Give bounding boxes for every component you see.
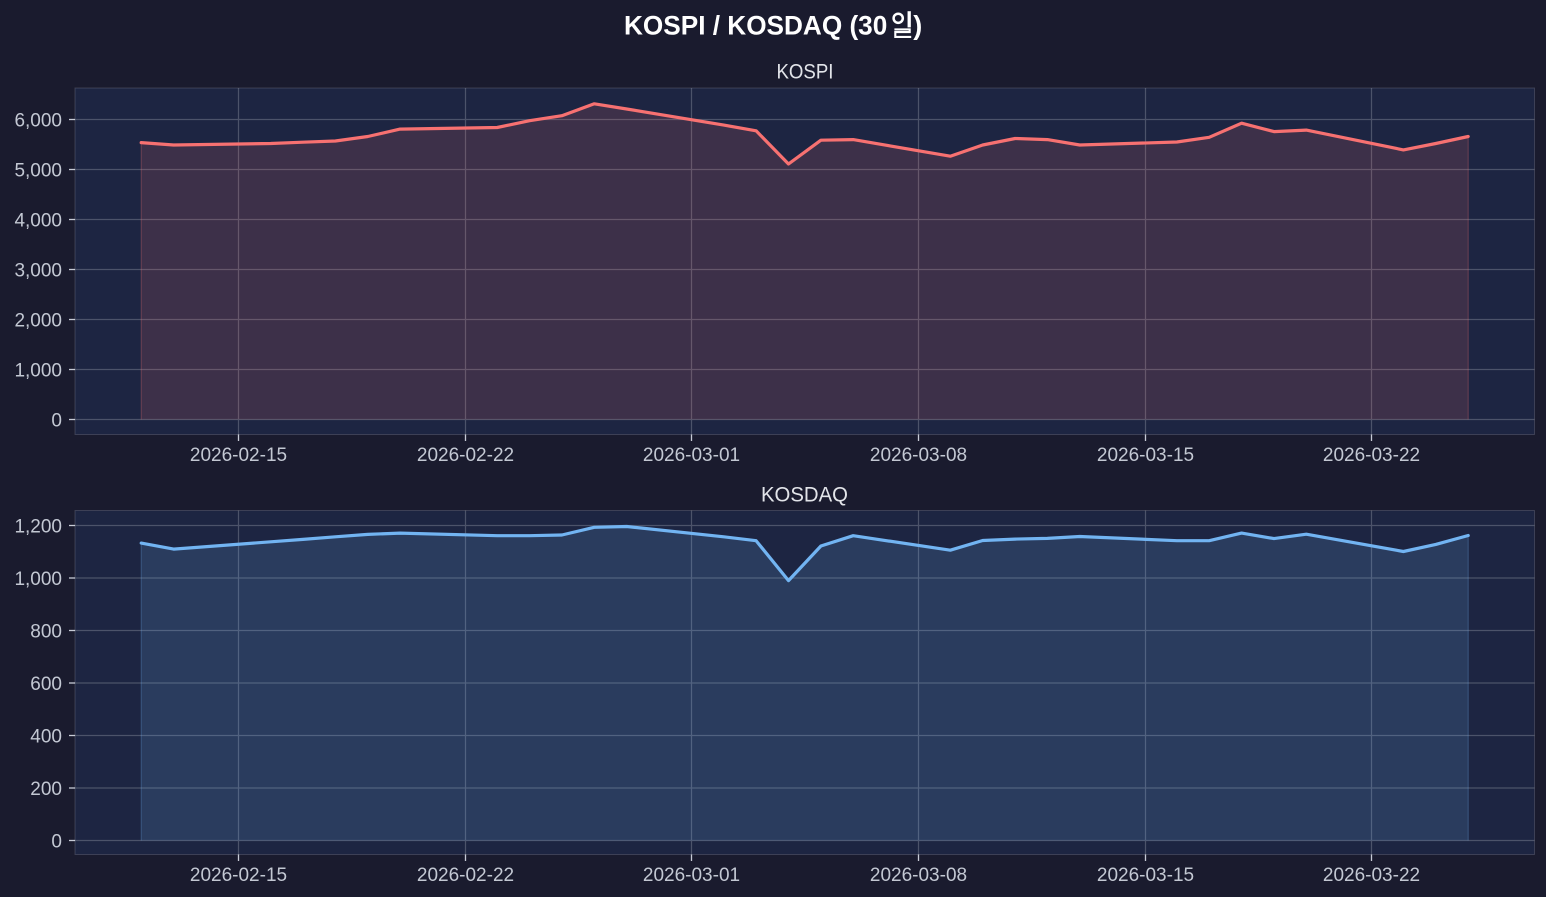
svg-text:1,000: 1,000 xyxy=(14,360,62,381)
svg-text:KOSPI / KOSDAQ (30: KOSPI / KOSDAQ (30 xyxy=(624,10,887,40)
svg-text:2026-02-22: 2026-02-22 xyxy=(417,445,514,466)
svg-text:800: 800 xyxy=(30,621,62,642)
svg-text:2026-03-22: 2026-03-22 xyxy=(1323,865,1420,886)
svg-text:0: 0 xyxy=(51,410,62,431)
svg-text:0: 0 xyxy=(51,831,62,852)
svg-text:2,000: 2,000 xyxy=(14,310,62,331)
svg-text:KOSDAQ: KOSDAQ xyxy=(761,484,848,507)
svg-text:600: 600 xyxy=(30,674,62,695)
svg-text:2026-03-22: 2026-03-22 xyxy=(1323,445,1420,466)
svg-text:2026-03-08: 2026-03-08 xyxy=(870,865,967,886)
svg-text:2026-03-15: 2026-03-15 xyxy=(1097,865,1194,886)
svg-text:): ) xyxy=(913,10,922,40)
svg-text:2026-03-01: 2026-03-01 xyxy=(643,865,740,886)
svg-text:2026-02-22: 2026-02-22 xyxy=(417,865,514,886)
svg-text:2026-03-01: 2026-03-01 xyxy=(643,445,740,466)
svg-text:2026-03-15: 2026-03-15 xyxy=(1097,445,1194,466)
svg-text:400: 400 xyxy=(30,726,62,747)
svg-text:1,000: 1,000 xyxy=(14,569,62,590)
svg-text:4,000: 4,000 xyxy=(14,210,62,231)
svg-text:200: 200 xyxy=(30,779,62,800)
svg-text:KOSPI: KOSPI xyxy=(777,61,834,84)
svg-text:5,000: 5,000 xyxy=(14,160,62,181)
svg-text:2026-02-15: 2026-02-15 xyxy=(190,445,287,466)
svg-text:1,200: 1,200 xyxy=(14,516,62,537)
svg-text:2026-03-08: 2026-03-08 xyxy=(870,445,967,466)
svg-text:3,000: 3,000 xyxy=(14,260,62,281)
svg-text:6,000: 6,000 xyxy=(14,110,62,131)
svg-text:2026-02-15: 2026-02-15 xyxy=(190,865,287,886)
